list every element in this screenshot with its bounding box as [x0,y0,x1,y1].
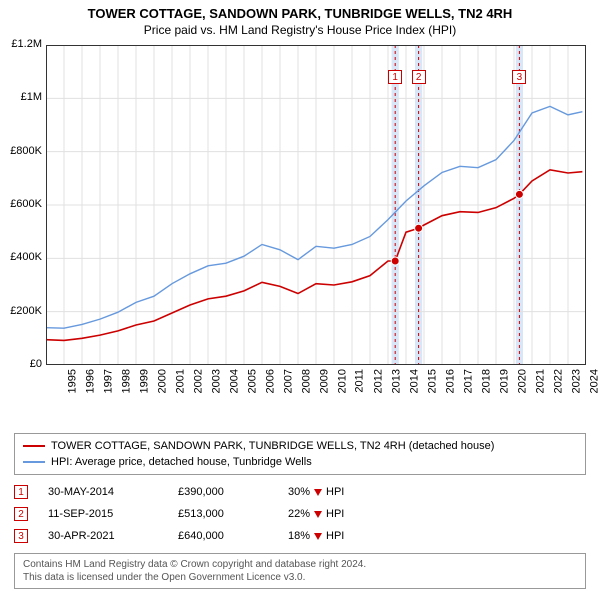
arrow-down-icon [314,511,322,518]
sale-row: 1 30-MAY-2014 £390,000 30% HPI [14,481,586,503]
x-axis-label: 2002 [192,369,204,393]
x-axis-label: 1997 [102,369,114,393]
x-axis-label: 2018 [480,369,492,393]
attribution-footer: Contains HM Land Registry data © Crown c… [14,553,586,589]
sale-delta: 18% HPI [288,530,344,542]
sale-marker-label: 1 [388,70,402,84]
chart-title: TOWER COTTAGE, SANDOWN PARK, TUNBRIDGE W… [0,6,600,21]
sale-row-marker: 2 [14,507,28,521]
sale-delta-pct: 30% [288,486,310,498]
x-axis-label: 2014 [408,369,420,393]
sale-delta-ref: HPI [326,508,344,520]
legend-swatch [23,445,45,447]
y-axis-label: £0 [2,358,42,370]
x-axis-label: 2015 [426,369,438,393]
sale-marker-label: 3 [512,70,526,84]
x-axis-label: 2022 [552,369,564,393]
x-axis-label: 2019 [498,369,510,393]
sale-delta: 30% HPI [288,486,344,498]
legend-swatch [23,461,45,463]
sale-price: £390,000 [178,486,268,498]
arrow-down-icon [314,489,322,496]
y-axis-label: £400K [2,251,42,263]
sale-row-marker: 3 [14,529,28,543]
arrow-down-icon [314,533,322,540]
x-axis-label: 1995 [66,369,78,393]
chart-container: TOWER COTTAGE, SANDOWN PARK, TUNBRIDGE W… [0,0,600,589]
x-axis-label: 2016 [444,369,456,393]
x-axis-label: 2000 [156,369,168,393]
sale-price: £640,000 [178,530,268,542]
x-axis-label: 2010 [336,369,348,393]
footer-line: Contains HM Land Registry data © Crown c… [23,558,577,571]
x-axis-label: 2012 [372,369,384,393]
x-axis-label: 2011 [354,369,366,393]
x-axis-label: 1999 [138,369,150,393]
sale-delta-pct: 18% [288,530,310,542]
x-axis-label: 2024 [588,369,600,393]
sale-row: 3 30-APR-2021 £640,000 18% HPI [14,525,586,547]
footer-line: This data is licensed under the Open Gov… [23,571,577,584]
sales-table: 1 30-MAY-2014 £390,000 30% HPI 2 11-SEP-2015 £5… [14,481,586,547]
x-axis-label: 2005 [246,369,258,393]
x-axis-label: 2017 [462,369,474,393]
y-axis-label: £200K [2,305,42,317]
y-axis-label: £1.2M [2,38,42,50]
x-axis-label: 2021 [534,369,546,393]
sale-date: 11-SEP-2015 [48,508,158,520]
x-axis-label: 2023 [570,369,582,393]
y-axis-label: £600K [2,198,42,210]
legend-label: HPI: Average price, detached house, Tunb… [51,456,312,468]
legend: TOWER COTTAGE, SANDOWN PARK, TUNBRIDGE W… [14,433,586,475]
line-chart-svg [46,45,586,365]
chart-area: £0 £200K £400K £600K £800K £1M £1.2M 1995 1996 1… [0,39,600,429]
x-axis-label: 2007 [282,369,294,393]
sale-price: £513,000 [178,508,268,520]
sale-marker-label: 2 [412,70,426,84]
sale-delta-pct: 22% [288,508,310,520]
legend-item: TOWER COTTAGE, SANDOWN PARK, TUNBRIDGE W… [23,438,577,454]
sale-row-marker: 1 [14,485,28,499]
sale-delta-ref: HPI [326,486,344,498]
x-axis-label: 2006 [264,369,276,393]
chart-subtitle: Price paid vs. HM Land Registry's House … [0,23,600,37]
x-axis-label: 2001 [174,369,186,393]
y-axis-label: £800K [2,145,42,157]
y-axis-label: £1M [2,91,42,103]
legend-label: TOWER COTTAGE, SANDOWN PARK, TUNBRIDGE W… [51,440,494,452]
sale-delta-ref: HPI [326,530,344,542]
x-axis-label: 2004 [228,369,240,393]
sale-date: 30-APR-2021 [48,530,158,542]
sale-delta: 22% HPI [288,508,344,520]
x-axis-label: 1996 [84,369,96,393]
x-axis-label: 2008 [300,369,312,393]
x-axis-label: 2003 [210,369,222,393]
x-axis-label: 1998 [120,369,132,393]
x-axis-label: 2020 [516,369,528,393]
sale-row: 2 11-SEP-2015 £513,000 22% HPI [14,503,586,525]
legend-item: HPI: Average price, detached house, Tunb… [23,454,577,470]
x-axis-label: 2013 [390,369,402,393]
title-block: TOWER COTTAGE, SANDOWN PARK, TUNBRIDGE W… [0,0,600,39]
x-axis-label: 2009 [318,369,330,393]
sale-date: 30-MAY-2014 [48,486,158,498]
